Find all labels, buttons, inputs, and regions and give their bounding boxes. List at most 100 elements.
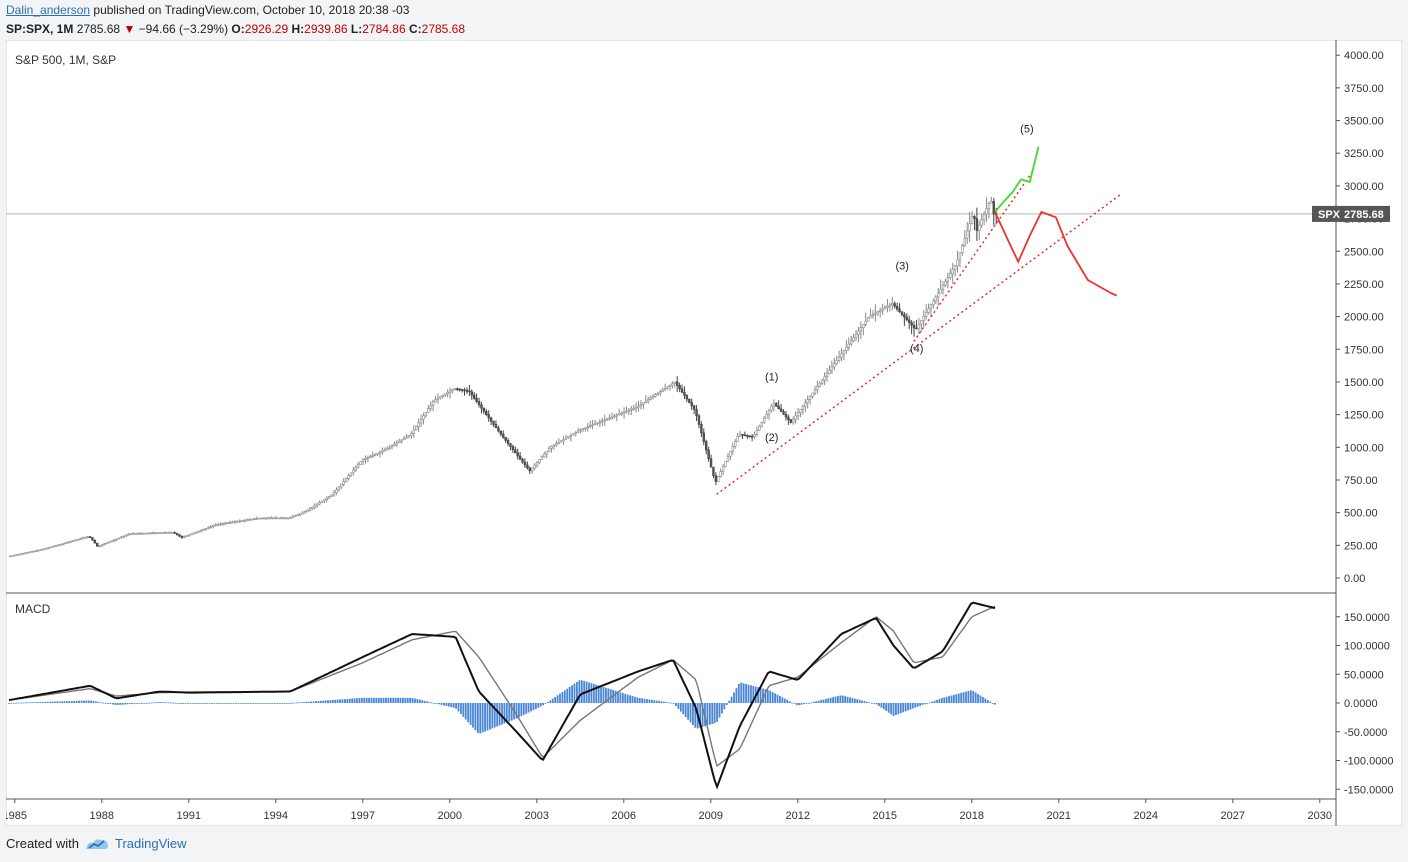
macd-histogram-bar: [211, 703, 213, 704]
price-candle-body: [910, 322, 913, 326]
price-candle-body: [282, 517, 285, 520]
price-candle-body: [460, 389, 464, 391]
price-candle-body: [946, 277, 950, 282]
macd-histogram-bar: [8, 703, 10, 704]
macd-histogram-bar: [837, 696, 839, 703]
price-candle-body: [879, 310, 882, 312]
price-candle-body: [79, 538, 82, 540]
macd-tick-label: 50.0000: [1344, 669, 1384, 681]
price-candle-body: [511, 446, 515, 451]
macd-histogram-bar: [61, 701, 64, 703]
macd-histogram-bar: [254, 703, 257, 704]
price-candle-body: [132, 533, 135, 535]
macd-histogram-bar: [428, 701, 431, 703]
price-candle-body: [480, 404, 483, 409]
price-candle-body: [642, 402, 645, 405]
price-candle-body: [231, 521, 234, 524]
price-candle-body: [842, 350, 846, 355]
price-candle-body: [610, 416, 614, 419]
macd-histogram-bar: [989, 701, 992, 703]
tradingview-brand[interactable]: TradingView: [114, 836, 187, 851]
macd-histogram-bar: [723, 703, 726, 710]
price-candle-body: [436, 397, 440, 400]
price-candle-body: [951, 269, 954, 274]
macd-histogram-bar: [228, 703, 230, 704]
macd-histogram-bar: [479, 703, 482, 734]
price-candle-body: [758, 426, 761, 431]
price-candle-body: [415, 426, 418, 431]
close-label: C:: [408, 22, 422, 36]
macd-histogram-bar: [740, 682, 743, 703]
macd-histogram-bar: [186, 703, 189, 704]
price-candle-body: [992, 201, 995, 215]
macd-histogram-bar: [283, 703, 286, 704]
macd-histogram-bar: [394, 697, 397, 703]
macd-histogram-bar: [769, 690, 772, 703]
author-link[interactable]: Dalin_anderson: [6, 3, 91, 17]
macd-histogram-bar: [104, 703, 107, 704]
macd-histogram-bar: [443, 703, 445, 706]
price-candle-body: [598, 421, 602, 424]
macd-histogram-bar: [537, 703, 540, 708]
price-candle-body: [552, 444, 556, 447]
macd-histogram-bar: [953, 694, 955, 703]
price-candle-body: [245, 519, 249, 522]
price-candle-body: [16, 554, 19, 556]
price-candle-body: [424, 411, 428, 417]
price-candle-body: [93, 539, 96, 544]
macd-histogram-bar: [215, 703, 218, 704]
chart-area[interactable]: S&P 500, 1M, S&P MACD 0.00 250.00 500.00 75…: [3, 39, 1403, 827]
price-candle-body: [122, 535, 125, 538]
price-candle-body: [207, 527, 210, 529]
price-tick-label: 2500.00: [1344, 246, 1384, 258]
macd-histogram-bar: [510, 703, 513, 721]
price-candle-body: [497, 427, 500, 432]
macd-histogram-bar: [655, 700, 658, 703]
price-candle-body: [637, 405, 640, 408]
price-candle-body: [105, 542, 109, 545]
macd-histogram-bar: [619, 692, 622, 703]
price-tick-label: 1500.00: [1344, 377, 1384, 389]
price-candle-body: [57, 544, 60, 547]
price-candle-body: [33, 550, 36, 553]
price-candle-body: [25, 552, 29, 554]
price-candle-body: [801, 405, 805, 410]
price-candle-body: [347, 475, 350, 479]
price-candle-body: [277, 517, 280, 520]
macd-histogram-bar: [501, 703, 503, 725]
macd-histogram-bar: [692, 703, 694, 726]
price-candle-body: [956, 259, 959, 267]
macd-tick-label: 0.0000: [1344, 698, 1378, 710]
price-candle-body: [661, 389, 664, 392]
macd-histogram-bar: [911, 703, 914, 709]
price-candle-body: [738, 434, 742, 437]
price-candle-body: [518, 455, 522, 460]
price-candle-body: [545, 450, 548, 455]
macd-histogram-bar: [402, 697, 404, 703]
price-candle-body: [506, 440, 510, 444]
macd-histogram-bar: [556, 695, 559, 703]
macd-histogram-bar: [290, 702, 293, 704]
macd-histogram-bar: [310, 701, 312, 703]
macd-histogram-bar: [387, 697, 390, 703]
macd-histogram-bar: [302, 702, 305, 703]
price-candle-body: [656, 392, 660, 395]
price-candle-body: [209, 526, 212, 528]
price-candle-body: [777, 405, 780, 410]
low-value: 2784.86: [362, 22, 406, 36]
price-candle-body: [395, 442, 399, 445]
macd-histogram-bar: [259, 703, 262, 704]
price-candle-body: [765, 413, 768, 419]
price-candle-body: [265, 517, 268, 520]
price-candle-body: [366, 457, 370, 459]
macd-histogram-bar: [851, 698, 854, 703]
time-tick-label: 2024: [1134, 810, 1158, 822]
chart-svg[interactable]: S&P 500, 1M, S&P MACD 0.00 250.00 500.00 75…: [3, 39, 1403, 827]
price-candle-body: [134, 533, 138, 535]
price-candle-body: [676, 381, 679, 386]
price-candle-body: [825, 373, 829, 378]
drawings: [716, 146, 1121, 495]
price-candle-body: [311, 506, 314, 509]
macd-histogram-bar: [273, 703, 276, 704]
macd-histogram-bar: [716, 703, 718, 722]
